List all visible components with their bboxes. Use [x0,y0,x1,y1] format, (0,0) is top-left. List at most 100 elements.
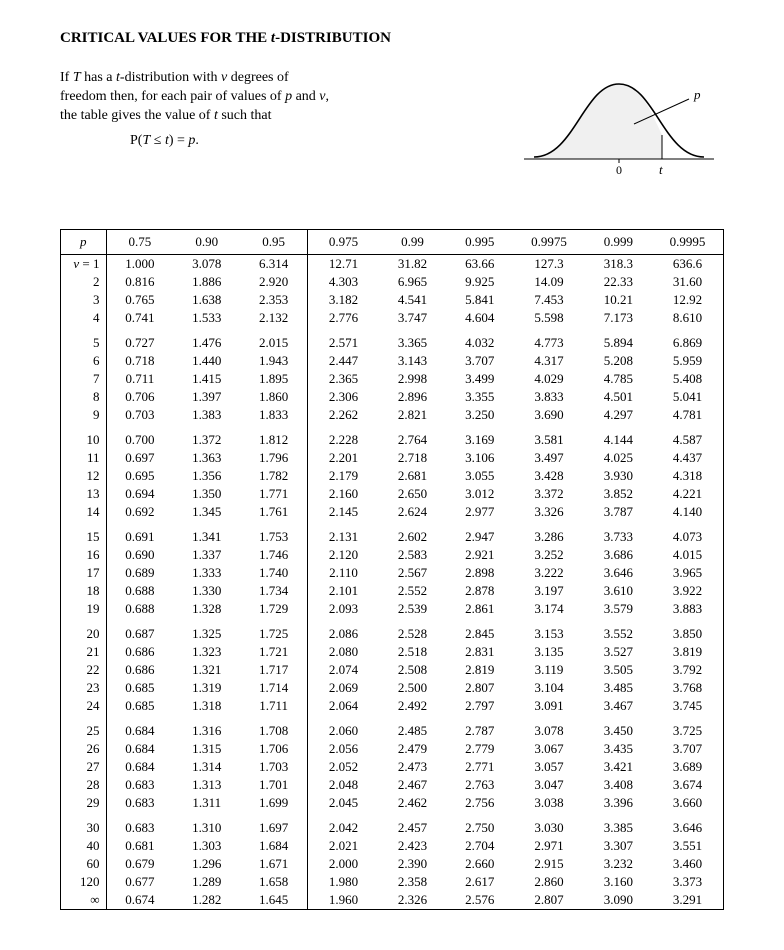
table-cell: 2.898 [446,564,513,582]
table-cell: 2.390 [379,855,446,873]
table-cell: 2.326 [379,891,446,910]
table-cell: 1.397 [173,388,240,406]
table-cell: 2.074 [307,661,379,679]
row-nu: 18 [61,582,107,600]
table-cell: 4.144 [585,424,652,449]
table-cell: 1.533 [173,309,240,327]
table-cell: 1.771 [240,485,307,503]
table-cell: 1.671 [240,855,307,873]
table-cell: 636.6 [652,255,724,274]
table-cell: 2.069 [307,679,379,697]
table-cell: 3.551 [652,837,724,855]
col-header: 0.75 [106,230,173,255]
table-cell: 3.030 [513,812,585,837]
table-cell: 2.518 [379,643,446,661]
table-cell: 3.307 [585,837,652,855]
row-nu: 10 [61,424,107,449]
table-cell: 0.674 [106,891,173,910]
table-cell: 3.135 [513,643,585,661]
table-cell: 4.501 [585,388,652,406]
table-cell: 0.683 [106,812,173,837]
table-cell: 4.032 [446,327,513,352]
table-cell: 1.328 [173,600,240,618]
table-cell: 2.179 [307,467,379,485]
table-cell: 3.674 [652,776,724,794]
table-cell: 2.473 [379,758,446,776]
table-cell: 2.447 [307,352,379,370]
table-cell: 1.761 [240,503,307,521]
table-cell: 3.527 [585,643,652,661]
table-cell: 1.415 [173,370,240,388]
table-cell: 31.60 [652,273,724,291]
table-cell: 2.160 [307,485,379,503]
row-nu: 12 [61,467,107,485]
table-cell: 2.201 [307,449,379,467]
table-cell: 3.385 [585,812,652,837]
table-cell: 2.132 [240,309,307,327]
table-cell: 3.579 [585,600,652,618]
table-cell: 3.408 [585,776,652,794]
table-cell: 2.797 [446,697,513,715]
table-cell: 0.690 [106,546,173,564]
table-cell: 2.508 [379,661,446,679]
table-cell: 5.841 [446,291,513,309]
curve-t-label: t [659,162,663,177]
table-cell: 3.707 [652,740,724,758]
table-cell: 1.000 [106,255,173,274]
table-cell: 2.093 [307,600,379,618]
table-cell: 3.768 [652,679,724,697]
table-cell: 2.120 [307,546,379,564]
table-cell: 3.091 [513,697,585,715]
table-cell: 2.861 [446,600,513,618]
table-cell: 3.819 [652,643,724,661]
table-cell: 10.21 [585,291,652,309]
table-cell: 2.228 [307,424,379,449]
table-cell: 3.725 [652,715,724,740]
table-cell: 1.697 [240,812,307,837]
table-cell: 1.980 [307,873,379,891]
table-cell: 1.350 [173,485,240,503]
table-cell: 1.316 [173,715,240,740]
table-cell: 4.317 [513,352,585,370]
table-cell: 1.363 [173,449,240,467]
table-cell: 5.598 [513,309,585,327]
table-cell: 1.886 [173,273,240,291]
row-nu: 27 [61,758,107,776]
table-cell: 6.965 [379,273,446,291]
table-cell: 0.688 [106,582,173,600]
row-nu: 11 [61,449,107,467]
table-cell: 1.319 [173,679,240,697]
table-cell: 1.476 [173,327,240,352]
row-nu: 24 [61,697,107,715]
table-cell: 14.09 [513,273,585,291]
col-header: 0.999 [585,230,652,255]
table-cell: 2.485 [379,715,446,740]
table-cell: 4.587 [652,424,724,449]
table-cell: 31.82 [379,255,446,274]
table-cell: 2.650 [379,485,446,503]
table-cell: 2.539 [379,600,446,618]
table-cell: 4.029 [513,370,585,388]
table-cell: 0.685 [106,697,173,715]
table-cell: 3.646 [585,564,652,582]
row-nu: 7 [61,370,107,388]
table-cell: 2.021 [307,837,379,855]
row-nu: 30 [61,812,107,837]
table-cell: 3.012 [446,485,513,503]
table-cell: 0.679 [106,855,173,873]
row-nu: 22 [61,661,107,679]
table-cell: 0.683 [106,776,173,794]
table-cell: 2.718 [379,449,446,467]
row-nu: 20 [61,618,107,643]
page-title: CRITICAL VALUES FOR THE t-DISTRIBUTION [60,30,724,47]
row-nu: 26 [61,740,107,758]
table-cell: 3.104 [513,679,585,697]
table-cell: 6.869 [652,327,724,352]
table-cell: 3.792 [652,661,724,679]
table-cell: 3.733 [585,521,652,546]
table-cell: 3.833 [513,388,585,406]
table-cell: 1.796 [240,449,307,467]
table-cell: 1.717 [240,661,307,679]
table-cell: 3.055 [446,467,513,485]
table-cell: 1.740 [240,564,307,582]
